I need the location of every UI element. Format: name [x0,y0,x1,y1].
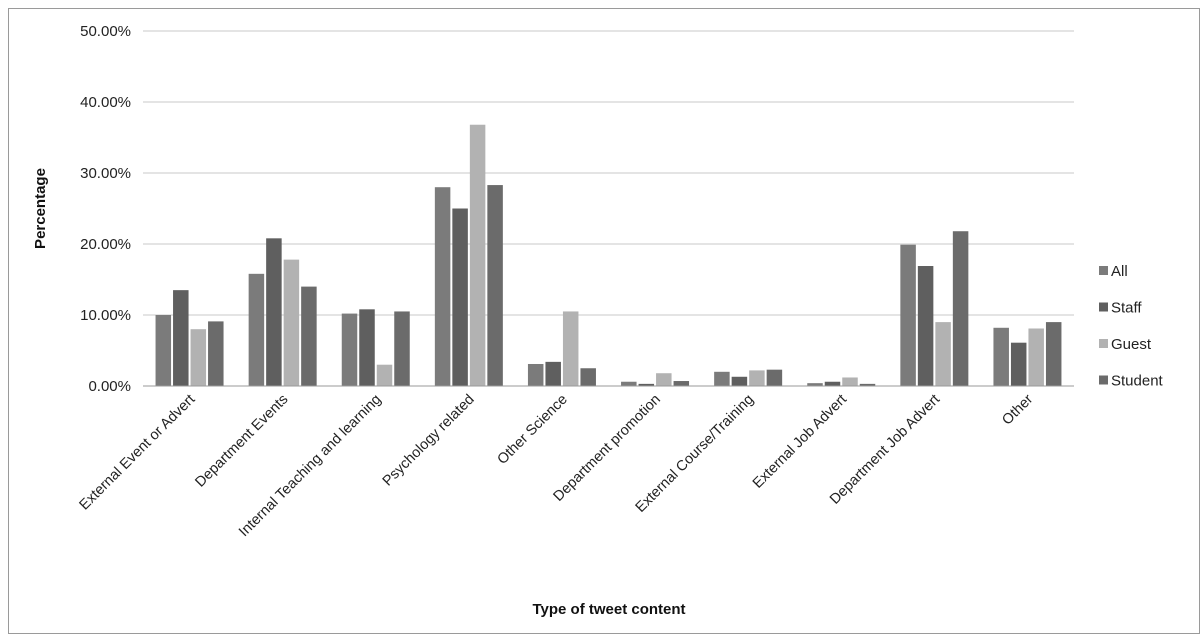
bar-all [900,244,916,386]
bar-staff [545,361,561,386]
x-tick-label: Department Job Advert [827,392,943,508]
bar-all [155,315,172,386]
bar-guest [469,124,486,386]
bar-all [527,363,544,386]
bar-student [952,231,969,386]
y-tick-label: 30.00% [80,165,131,182]
y-axis-tick-labels: 0.00% 10.00% 20.00% 30.00% 40.00% 50.00% [80,23,131,395]
legend: All Staff Guest Student [1099,263,1164,390]
gridlines [143,30,1074,387]
bar-guest [190,329,207,386]
x-axis-title: Type of tweet content [532,601,685,618]
bar-guest [1028,328,1044,386]
bar-student [673,381,690,386]
bar-all [714,371,730,386]
bar-guest [935,322,951,386]
legend-label-staff: Staff [1111,300,1142,317]
bar-all [341,313,358,386]
bar-student [580,368,596,386]
bar-staff [1010,342,1027,386]
x-tick-label: Department Events [192,392,291,491]
bar-staff [638,383,655,386]
bar-all [434,187,451,386]
bar-all [993,327,1009,386]
bar-all [248,273,265,386]
y-axis-title: Percentage [32,168,49,249]
chart-frame: 0.00% 10.00% 20.00% 30.00% 40.00% 50.00% Exte… [8,8,1200,634]
bar-staff [824,381,841,386]
x-tick-label: Other Science [494,392,570,468]
bar-guest [749,370,765,386]
bar-student [487,185,503,386]
x-tick-label: Other [999,391,1036,428]
bar-student [208,321,224,386]
bar-guest [656,373,672,386]
bar-chart: 0.00% 10.00% 20.00% 30.00% 40.00% 50.00% Exte… [32,23,1164,618]
legend-label-all: All [1111,263,1128,280]
bars [155,124,1062,386]
x-tick-label: Psychology related [380,392,478,490]
legend-swatch-all [1099,266,1108,275]
bar-staff [731,376,748,386]
bar-student [1045,322,1062,386]
bar-staff [452,208,468,386]
bar-all [807,383,823,386]
bar-staff [173,290,189,386]
y-tick-label: 0.00% [88,378,131,395]
x-tick-label: External Job Advert [750,392,850,492]
legend-swatch-guest [1099,339,1108,348]
bar-student [394,311,410,386]
legend-label-student: Student [1111,373,1164,390]
bar-guest [283,259,300,386]
bar-all [621,381,637,386]
bar-staff [266,238,282,386]
legend-label-guest: Guest [1111,336,1152,353]
bar-guest [562,311,579,386]
bar-guest [376,364,393,386]
bar-student [766,369,783,386]
legend-swatch-staff [1099,302,1108,312]
bar-staff [917,266,934,386]
y-tick-label: 20.00% [80,236,131,253]
bar-student [859,383,876,386]
legend-swatch-student [1099,375,1108,385]
y-tick-label: 40.00% [80,94,131,111]
y-tick-label: 50.00% [80,23,131,40]
bar-guest [842,377,858,386]
bar-staff [359,309,375,386]
x-tick-label: Department promotion [551,392,664,505]
y-tick-label: 10.00% [80,307,131,324]
x-tick-label: External Event or Advert [77,392,199,514]
bar-student [301,286,317,386]
